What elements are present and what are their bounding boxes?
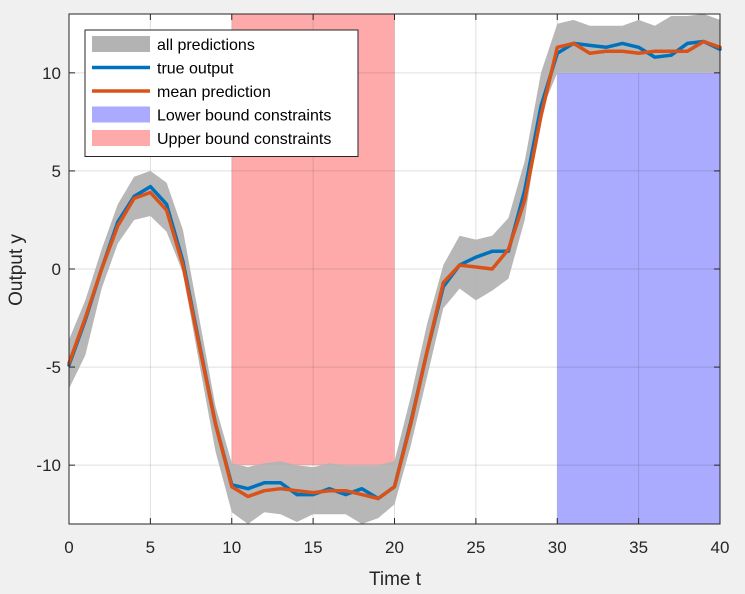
- y-axis-label: Output y: [6, 234, 27, 306]
- legend: all predictions true output mean predictio…: [84, 29, 359, 157]
- y-tick-label: -10: [36, 456, 61, 475]
- legend-item-lower-bound-constraints: Lower bound constraints: [92, 106, 331, 125]
- legend-swatch: [92, 130, 150, 146]
- legend-label: mean prediction: [157, 84, 271, 101]
- y-tick-label: 10: [42, 64, 61, 83]
- legend-item-true-output: true output: [92, 61, 234, 78]
- lower-bound-constraints-region: [557, 72, 720, 524]
- axis-ticks: 0 5 10 15 20 25 30 35 40 -10 -5 0 5 10: [36, 14, 729, 557]
- x-axis-label: Time t: [369, 569, 422, 589]
- legend-item-upper-bound-constraints: Upper bound constraints: [92, 130, 331, 148]
- x-tick-label: 20: [385, 538, 404, 557]
- legend-label: true output: [157, 61, 234, 78]
- series-lines: [67, 39, 722, 501]
- x-tick-label: 15: [304, 538, 323, 557]
- legend-swatch: [92, 106, 150, 123]
- x-tick-label: 40: [711, 538, 730, 557]
- legend-item-mean-prediction: mean prediction: [92, 84, 271, 101]
- y-tick-label: 5: [52, 162, 61, 181]
- x-tick-label: 5: [146, 538, 155, 557]
- all-predictions-band: [69, 14, 720, 524]
- legend-label: Upper bound constraints: [157, 131, 331, 148]
- legend-label: all predictions: [157, 37, 255, 54]
- x-tick-label: 0: [64, 538, 73, 557]
- x-tick-label: 30: [548, 538, 567, 557]
- mean-prediction-line: [67, 39, 722, 501]
- y-tick-label: 0: [52, 260, 61, 279]
- y-tick-label: -5: [46, 358, 61, 377]
- prediction-band-layer: [69, 14, 720, 524]
- legend-item-all-predictions: all predictions: [92, 36, 255, 54]
- x-tick-label: 25: [466, 538, 485, 557]
- x-tick-label: 35: [629, 538, 648, 557]
- x-tick-label: 10: [222, 538, 241, 557]
- legend-swatch: [92, 36, 150, 52]
- legend-label: Lower bound constraints: [157, 108, 331, 125]
